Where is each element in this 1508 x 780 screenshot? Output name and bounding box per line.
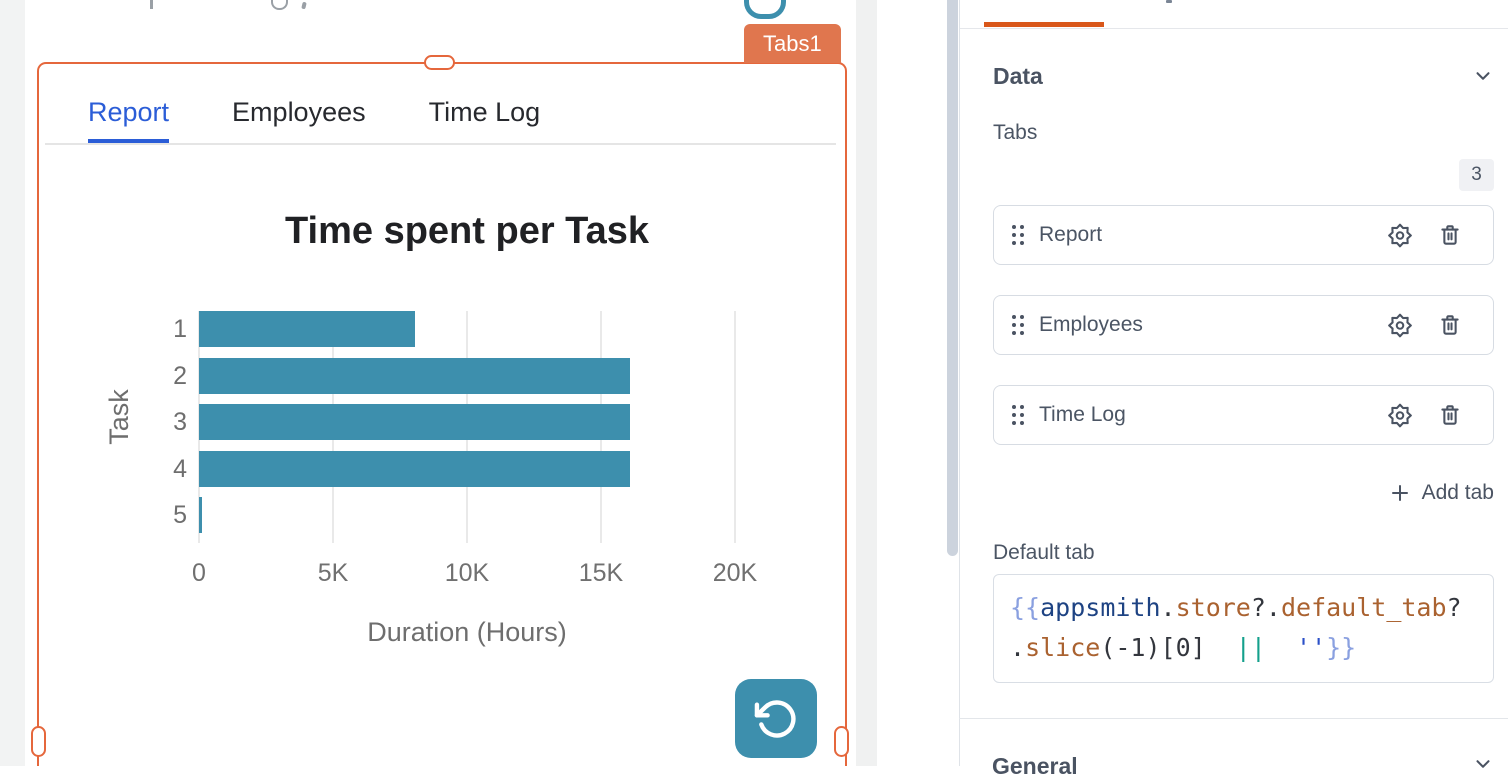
chevron-down-icon[interactable] [1472, 65, 1494, 87]
x-tick-label: 0 [192, 559, 206, 587]
chart-plot-area: 0 5K 10K 15K 20K 1 2 3 4 5 [173, 311, 757, 587]
gridline [734, 311, 736, 543]
data-section-header[interactable]: Data [993, 61, 1494, 91]
x-tick-label: 10K [444, 559, 490, 587]
y-tick-label: 3 [173, 408, 187, 437]
default-tab-label: Default tab [993, 541, 1095, 564]
code-token: }} [1326, 633, 1357, 662]
tab-settings-button[interactable] [1387, 222, 1413, 248]
bar-task-3 [199, 404, 631, 441]
general-section-header[interactable]: General [992, 753, 1494, 780]
code-token: ?. [1250, 593, 1281, 622]
drag-handle-icon[interactable] [1012, 405, 1024, 425]
data-section-title: Data [993, 62, 1043, 89]
cut-off-text-fragment [150, 0, 153, 9]
tab-delete-button[interactable] [1437, 312, 1463, 338]
widget-name-badge[interactable]: Tabs1 [744, 24, 841, 63]
property-panel: Data Tabs 3 Report Employees Time Log Add … [959, 0, 1508, 766]
code-token: . [1160, 593, 1176, 622]
tab-card-report[interactable]: Report [993, 205, 1494, 265]
x-tick-label: 15K [578, 559, 624, 587]
property-pane-active-tab-underline [984, 22, 1104, 27]
y-tick-label: 1 [173, 315, 187, 343]
bar-task-1 [199, 311, 415, 347]
code-line: .slice(-1)[0] || ''}} [1010, 628, 1477, 668]
general-section-title: General [992, 753, 1078, 779]
tab-delete-button[interactable] [1437, 402, 1463, 428]
y-tick-label: 4 [173, 454, 187, 483]
cut-off-text-fragment [301, 1, 307, 10]
tab-card-employees[interactable]: Employees [993, 295, 1494, 355]
code-token: appsmith [1040, 593, 1161, 622]
bar-task-5 [199, 497, 202, 534]
code-token: || [1235, 633, 1266, 662]
drag-handle-icon[interactable] [1012, 225, 1024, 245]
tabs-field-label: Tabs [993, 121, 1038, 144]
widget-tab-time-log[interactable]: Time Log [428, 97, 541, 127]
cut-off-text-fragment [271, 0, 288, 10]
resize-handle-top[interactable] [424, 55, 455, 70]
drag-handle-icon[interactable] [1012, 315, 1024, 335]
property-panel-header [960, 0, 1508, 29]
plus-icon [1388, 481, 1412, 505]
cut-off-refresh-icon [744, 0, 786, 19]
code-token: . [1010, 633, 1026, 662]
code-token: '' [1296, 633, 1327, 662]
code-token: ? [1446, 593, 1462, 622]
bar-task-2 [199, 357, 631, 394]
y-tick-label: 2 [173, 361, 187, 390]
widget-tab-report[interactable]: Report [88, 97, 170, 144]
chart-y-axis-title: Task [104, 389, 134, 445]
resize-handle-right[interactable] [834, 726, 849, 757]
widget-tab-employees[interactable]: Employees [232, 97, 366, 127]
widget-tabbar-divider [45, 143, 836, 145]
code-line: {{appsmith.store?.default_tab? [1010, 588, 1477, 628]
tab-card-label: Employees [1039, 313, 1143, 336]
code-token: store [1175, 593, 1251, 622]
panel-section-divider [959, 718, 1508, 719]
x-tick-label: 20K [712, 559, 758, 587]
refresh-icon [754, 697, 798, 741]
x-tick-label: 5K [317, 559, 349, 587]
chart-title: Time spent per Task [285, 210, 649, 252]
app-canvas: Report Employees Time Log Time spent per T… [0, 0, 877, 766]
code-token [1266, 633, 1296, 662]
y-tick-label: 5 [173, 501, 187, 530]
chart-refresh-button[interactable] [735, 679, 817, 758]
add-tab-label: Add tab [1421, 481, 1494, 504]
canvas-left-gutter [0, 0, 25, 766]
tabs-list: Report Employees Time Log [993, 205, 1494, 445]
tab-card-label: Report [1039, 223, 1103, 246]
default-tab-code-editor[interactable]: {{appsmith.store?.default_tab? .slice(-1… [993, 574, 1494, 683]
code-token: slice [1025, 633, 1101, 662]
tabs-count-badge: 3 [1459, 159, 1494, 191]
canvas-right-gutter [856, 0, 877, 766]
tab-delete-button[interactable] [1437, 222, 1463, 248]
code-token: {{ [1010, 593, 1041, 622]
bar-task-4 [199, 450, 631, 487]
resize-handle-left[interactable] [31, 726, 46, 757]
chevron-down-icon[interactable] [1472, 753, 1494, 775]
tab-card-label: Time Log [1039, 403, 1126, 426]
tab-settings-button[interactable] [1387, 312, 1413, 338]
tab-card-time-log[interactable]: Time Log [993, 385, 1494, 445]
panel-scrollbar-thumb[interactable] [947, 0, 958, 556]
code-token: default_tab [1280, 593, 1447, 622]
tab-settings-button[interactable] [1387, 402, 1413, 428]
tabs-widget-tabbar: Report Employees Time Log [39, 64, 840, 144]
cut-off-tab-text-fragment [1166, 0, 1172, 3]
add-tab-button[interactable]: Add tab [993, 479, 1494, 507]
code-token: (-1)[0] [1100, 633, 1236, 662]
chart-x-axis-title: Duration (Hours) [367, 617, 567, 647]
